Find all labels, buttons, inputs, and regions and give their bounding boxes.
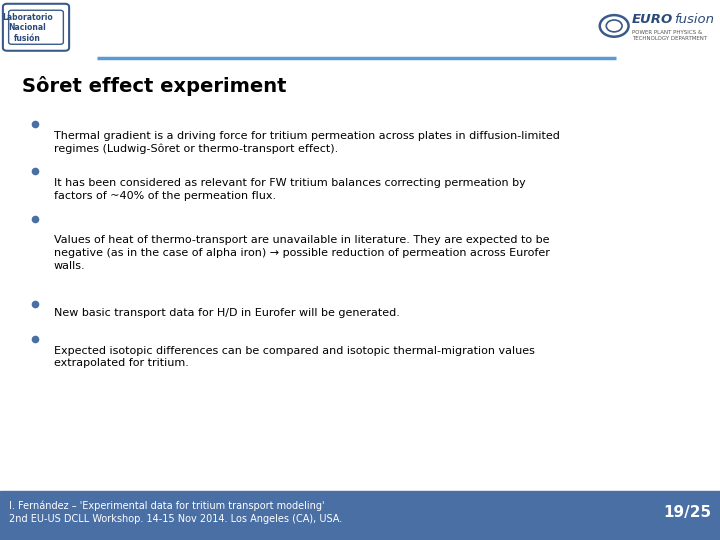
Text: Nacional: Nacional [9, 23, 46, 32]
Text: Laboratorio: Laboratorio [2, 12, 53, 22]
Text: POWER PLANT PHYSICS &: POWER PLANT PHYSICS & [632, 30, 703, 35]
Text: 2nd EU-US DCLL Workshop. 14-15 Nov 2014. Los Angeles (CA), USA.: 2nd EU-US DCLL Workshop. 14-15 Nov 2014.… [9, 515, 342, 524]
Text: I. Fernández – 'Experimental data for tritium transport modeling': I. Fernández – 'Experimental data for tr… [9, 501, 324, 511]
Text: 19/25: 19/25 [663, 505, 711, 521]
Text: EURO: EURO [632, 14, 673, 26]
FancyBboxPatch shape [3, 4, 69, 51]
Text: fusión: fusión [14, 34, 41, 43]
Text: fusion: fusion [674, 14, 714, 26]
FancyBboxPatch shape [9, 10, 63, 44]
Text: It has been considered as relevant for FW tritium balances correcting permeation: It has been considered as relevant for F… [54, 178, 526, 201]
Text: Values of heat of thermo-transport are unavailable in literature. They are expec: Values of heat of thermo-transport are u… [54, 235, 550, 271]
Text: New basic transport data for H/D in Eurofer will be generated.: New basic transport data for H/D in Euro… [54, 308, 400, 318]
Text: Thermal gradient is a driving force for tritium permeation across plates in diff: Thermal gradient is a driving force for … [54, 131, 560, 154]
Bar [0, 491, 720, 540]
Text: TECHNOLOGY DEPARTMENT: TECHNOLOGY DEPARTMENT [632, 36, 707, 42]
Text: Expected isotopic differences can be compared and isotopic thermal-migration val: Expected isotopic differences can be com… [54, 346, 535, 368]
Text: Sôret effect experiment: Sôret effect experiment [22, 76, 286, 97]
